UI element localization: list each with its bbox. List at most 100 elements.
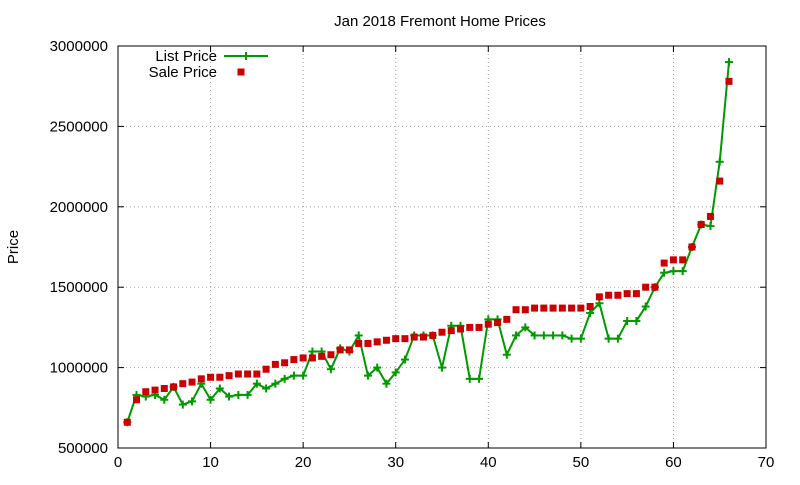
sale-price-point	[484, 320, 492, 328]
y-tick-label: 1000000	[50, 360, 108, 377]
list-price-point	[558, 331, 567, 340]
x-tick-label: 10	[202, 454, 219, 471]
x-tick-label: 30	[387, 454, 404, 471]
list-price-point	[289, 371, 298, 380]
sale-price-point	[151, 386, 159, 394]
sale-price-point	[475, 323, 483, 331]
sale-price-point	[614, 291, 622, 299]
sale-price-point	[234, 370, 242, 378]
list-price-point	[160, 395, 169, 404]
sale-price-point	[216, 373, 224, 381]
x-tick-label: 70	[758, 454, 775, 471]
list-price-point	[715, 157, 724, 166]
list-price-point	[215, 384, 224, 393]
list-price-point	[724, 58, 733, 67]
sale-price-point	[133, 396, 141, 404]
list-price-point	[678, 267, 687, 276]
sale-price-point	[642, 283, 650, 291]
y-tick-label: 2500000	[50, 118, 108, 135]
x-tick-label: 50	[573, 454, 590, 471]
sale-price-point	[605, 291, 613, 299]
sale-price-point	[679, 256, 687, 264]
series-list-price	[123, 58, 733, 427]
sale-price-point	[688, 243, 696, 251]
legend-label: List Price	[155, 48, 217, 65]
sale-price-point	[457, 325, 465, 333]
sale-price-point	[290, 356, 298, 364]
list-price-point	[623, 316, 632, 325]
list-price-point	[225, 392, 234, 401]
sale-price-point	[188, 378, 196, 386]
sale-price-point	[623, 290, 631, 298]
sale-price-point	[170, 383, 178, 391]
list-price-point	[206, 395, 215, 404]
list-price-point	[567, 334, 576, 343]
list-price-point	[604, 334, 613, 343]
sale-price-point	[299, 354, 307, 362]
sale-price-point	[401, 335, 409, 343]
list-price-point	[641, 302, 650, 311]
sale-price-point	[494, 319, 502, 327]
sale-price-point	[392, 335, 400, 343]
sale-price-point	[327, 351, 335, 359]
list-price-point	[576, 334, 585, 343]
legend-label: Sale Price	[149, 64, 217, 81]
x-tick-label: 0	[114, 454, 122, 471]
list-price-point	[669, 267, 678, 276]
list-price-line	[126, 61, 730, 423]
y-tick-label: 500000	[58, 440, 108, 457]
list-price-point	[326, 365, 335, 374]
sale-price-point	[512, 306, 520, 314]
plot-frame	[117, 45, 767, 449]
x-tick-label: 40	[480, 454, 497, 471]
list-price-point	[178, 400, 187, 409]
sale-price-point	[429, 331, 437, 339]
series-sale-price	[123, 77, 733, 426]
x-tick-label: 60	[665, 454, 682, 471]
sale-price-point	[568, 304, 576, 312]
x-tick-label: 20	[295, 454, 312, 471]
list-price-point	[243, 390, 252, 399]
sale-price-point	[318, 352, 326, 360]
list-price-point	[391, 368, 400, 377]
list-price-point	[271, 379, 280, 388]
sale-price-point	[142, 388, 150, 396]
list-price-point	[354, 331, 363, 340]
legend-plus-marker	[242, 52, 250, 60]
axes: 0 10 20 30 40 50 60 70 500000 1000000 1500000 20000…	[50, 38, 775, 471]
sale-price-point	[725, 77, 733, 85]
legend-entry: List Price	[155, 48, 268, 65]
sale-price-point	[706, 212, 714, 220]
list-price-point	[595, 299, 604, 308]
y-tick-label: 2000000	[50, 199, 108, 216]
list-price-point	[252, 379, 261, 388]
list-price-point	[400, 355, 409, 364]
list-price-point	[586, 308, 595, 317]
list-price-point	[613, 334, 622, 343]
sale-price-point	[271, 360, 279, 368]
sale-price-point	[382, 336, 390, 344]
list-price-point	[382, 379, 391, 388]
sale-price-point	[503, 315, 511, 323]
list-price-point	[373, 363, 382, 372]
sale-price-point	[345, 346, 353, 354]
sale-price-point	[447, 327, 455, 335]
list-price-point	[549, 331, 558, 340]
sale-price-point	[558, 304, 566, 312]
list-price-point	[502, 350, 511, 359]
list-price-point	[660, 268, 669, 277]
sale-price-point	[632, 290, 640, 298]
sale-price-point	[197, 375, 205, 383]
sale-price-point	[419, 333, 427, 341]
sale-price-point	[669, 256, 677, 264]
sale-price-point	[540, 304, 548, 312]
list-price-point	[438, 363, 446, 372]
list-price-point	[632, 316, 641, 325]
list-price-point	[308, 347, 317, 356]
sale-price-point	[225, 372, 233, 380]
sale-price-point	[253, 370, 261, 378]
sale-price-point	[160, 385, 168, 393]
